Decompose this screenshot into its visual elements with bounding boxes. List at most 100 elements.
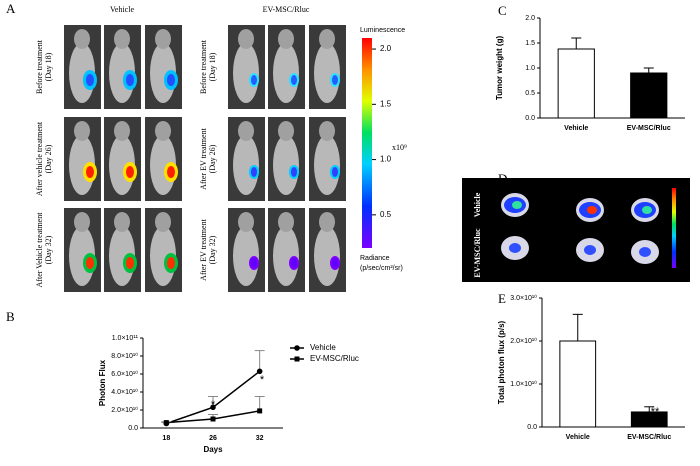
panel-label: D (498, 171, 507, 186)
signal (126, 74, 134, 86)
point (256, 368, 263, 375)
tumor-signal (509, 243, 521, 253)
colorbar-tick-label: 0.5 (380, 210, 392, 219)
panel-label: A (6, 1, 16, 16)
x-axis-label: Days (203, 445, 223, 454)
mouse-head (155, 121, 171, 141)
colorbar (362, 38, 372, 248)
signal (86, 166, 94, 178)
x-tick-label: 32 (256, 435, 264, 442)
y-tick-label: 0.0 (525, 115, 535, 122)
mouse-head (155, 29, 171, 49)
mouse-head (114, 212, 130, 232)
mouse-body (273, 226, 299, 286)
panel-label: B (6, 309, 15, 324)
signal (126, 257, 134, 269)
row-label: After EV treatment (199, 127, 208, 189)
y-axis-label: Tumor weight (g) (495, 36, 504, 101)
signal (332, 75, 338, 85)
x-tick-label: Vehicle (564, 125, 588, 132)
y-tick-label: 6.0×10¹⁰ (111, 370, 138, 378)
x-tick-label: Vehicle (566, 434, 590, 441)
y-axis-label: Photon Flux (98, 359, 107, 406)
signal (251, 75, 257, 85)
row-label: After Vehicle treatment (35, 212, 44, 288)
y-tick-label: 2.0×10¹⁰ (510, 337, 537, 345)
mouse-head (74, 212, 90, 232)
bar (559, 340, 597, 428)
bar (557, 48, 595, 119)
mouse-head (319, 121, 335, 141)
mouse-body (273, 43, 299, 103)
mouse-head (74, 121, 90, 141)
x-tick-label: 26 (209, 435, 217, 442)
bar (630, 72, 668, 119)
y-tick-label: 1.5 (525, 40, 535, 47)
mouse-head (319, 212, 335, 232)
tumor-image (462, 178, 690, 282)
colorbar-unit: x10⁹ (392, 143, 407, 152)
signal (126, 166, 134, 178)
row-label: (Day 26) (44, 144, 53, 173)
mouse-body (233, 43, 259, 103)
colorbar-tick-label: 2.0 (380, 44, 392, 53)
colorbar-tick-label: 1.0 (380, 155, 392, 164)
y-tick-label: 8.0×10¹⁰ (111, 352, 138, 360)
annotation: * (211, 399, 216, 411)
mini-colorbar (672, 188, 676, 268)
mouse-head (155, 212, 171, 232)
mouse-head (238, 212, 254, 232)
signal (167, 166, 175, 178)
mouse-body (233, 226, 259, 286)
signal (332, 258, 338, 268)
signal (291, 258, 297, 268)
x-tick-label: EV-MSC/Rluc (627, 434, 671, 441)
group-label: EV-MSC/Rluc (263, 5, 310, 14)
tumor-signal (587, 206, 597, 214)
mouse-body (314, 226, 340, 286)
row-label: Before treatment (199, 39, 208, 94)
mouse-body (233, 135, 259, 195)
panel-label: C (498, 3, 507, 18)
legend-label: Vehicle (310, 343, 336, 352)
row-label: After vehicle treatment (35, 121, 44, 196)
y-tick-label: 2.0 (525, 15, 535, 22)
legend-label: EV-MSC/Rluc (310, 354, 359, 363)
row-label: (Day 26) (208, 144, 217, 173)
annotation: * (643, 71, 648, 83)
tumor-row-label: Vehicle (473, 192, 482, 217)
y-tick-label: 0.0 (527, 424, 537, 431)
mouse-body (273, 135, 299, 195)
y-tick-label: 1.0 (525, 65, 535, 72)
mouse-head (238, 29, 254, 49)
tumor-signal (584, 245, 596, 255)
group-label: Vehicle (110, 5, 134, 14)
row-label: After EV treatment (199, 218, 208, 280)
tumor-signal (639, 247, 651, 257)
y-tick-label: 1.0×10¹¹ (112, 335, 139, 342)
mouse-body (314, 43, 340, 103)
x-tick-label: 18 (162, 435, 170, 442)
y-tick-label: 2.0×10¹⁰ (111, 406, 138, 414)
mouse-head (319, 29, 335, 49)
mouse-body (314, 135, 340, 195)
signal (167, 74, 175, 86)
signal (291, 167, 297, 177)
y-tick-label: 0.0 (128, 425, 138, 432)
signal (86, 257, 94, 269)
signal (291, 75, 297, 85)
mouse-head (278, 29, 294, 49)
y-axis-label: Total photon flux (p/s) (497, 320, 506, 404)
row-label: (Day 32) (208, 235, 217, 264)
row-label: (Day 18) (208, 52, 217, 81)
tumor-row-label: EV-MSC/Rluc (473, 228, 482, 278)
y-tick-label: 3.0×10¹⁰ (510, 294, 537, 302)
annotation: ** (651, 406, 660, 418)
mouse-head (74, 29, 90, 49)
x-tick-label: EV-MSC/Rluc (627, 125, 671, 132)
colorbar-title: Luminescence (360, 27, 405, 34)
y-tick-label: 0.5 (525, 90, 535, 97)
tumor-signal (642, 206, 652, 214)
colorbar-footer: Radiance (360, 255, 390, 262)
